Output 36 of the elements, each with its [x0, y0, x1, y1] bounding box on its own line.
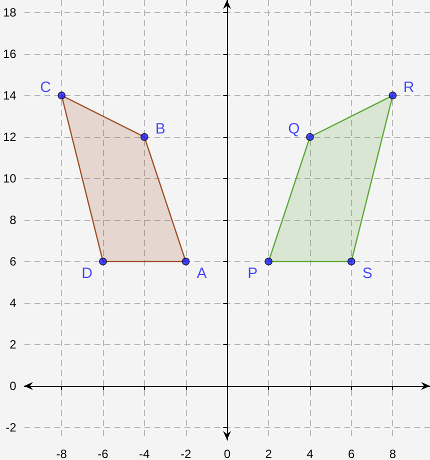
point [306, 133, 314, 141]
y-tick-label: 12 [2, 130, 17, 144]
point [99, 258, 107, 266]
x-tick-label: -4 [139, 447, 150, 460]
point [388, 92, 397, 100]
point [264, 258, 272, 266]
y-tick-label: 10 [2, 171, 17, 186]
annotation: S [362, 265, 372, 282]
y-tick-label: 0 [10, 379, 17, 394]
x-tick-label: 4 [306, 447, 314, 460]
annotation: B [155, 120, 166, 138]
x-tick-label: 6 [348, 447, 356, 460]
y-tick-label: -2 [6, 420, 17, 435]
y-tick-label: 18 [2, 5, 17, 20]
point [347, 258, 356, 266]
annotation: A [196, 265, 207, 282]
x-tick-label: -2 [180, 447, 192, 460]
x-tick-label: -6 [98, 447, 109, 460]
y-tick-label: 4 [10, 296, 17, 310]
x-tick-label: 8 [389, 447, 396, 460]
y-tick-label: 2 [10, 338, 17, 352]
annotation: D [82, 265, 93, 282]
annotation: P [248, 265, 258, 282]
y-tick-label: 6 [10, 254, 17, 269]
x-tick-label: 0 [224, 447, 231, 460]
y-tick-label: 16 [2, 46, 17, 61]
annotation: Q [288, 120, 300, 138]
annotation: C [40, 78, 52, 96]
x-tick-label: -8 [56, 447, 68, 460]
point [140, 133, 148, 141]
point [182, 258, 190, 266]
x-tick-label: 2 [265, 447, 272, 460]
y-tick-label: 14 [2, 88, 17, 102]
point [58, 92, 66, 100]
y-tick-label: 8 [10, 213, 17, 227]
annotation: R [403, 78, 414, 96]
